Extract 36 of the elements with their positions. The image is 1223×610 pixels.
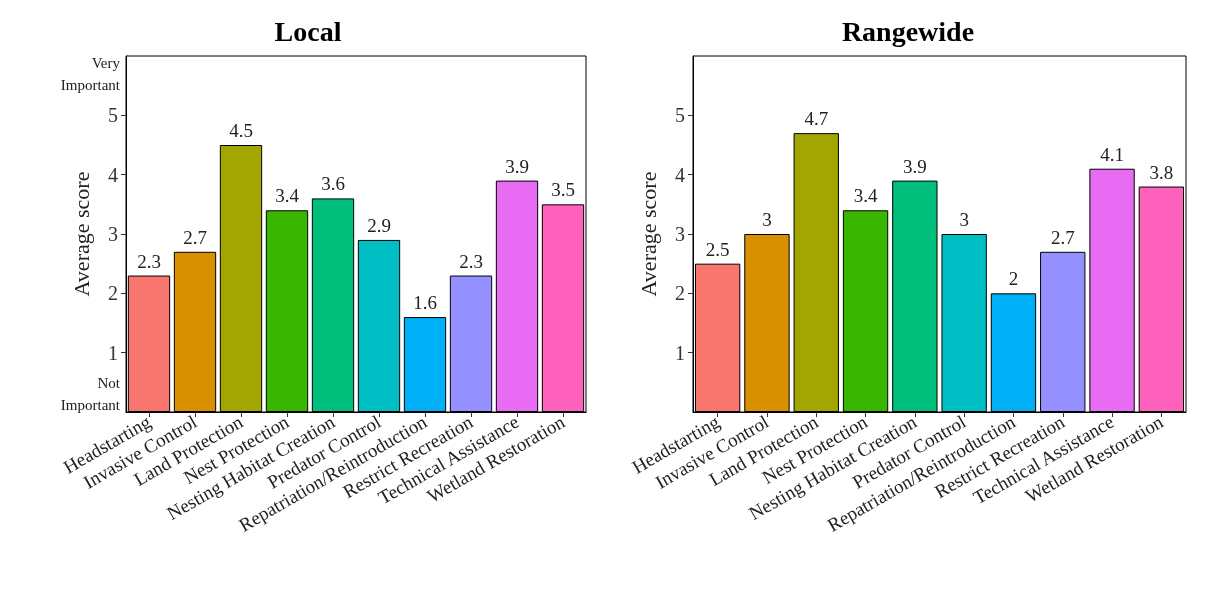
data-label: 3.4: [275, 185, 300, 207]
data-label: 3.5: [551, 179, 575, 201]
y-tick-label: 3: [675, 223, 685, 245]
data-label: 2.5: [705, 238, 730, 260]
y-tick-label: 3: [108, 223, 118, 245]
y-tick-label: 1: [675, 341, 685, 364]
data-label: 2.7: [1050, 226, 1075, 248]
data-label: 4.7: [804, 108, 829, 130]
chart-title: Rangewide: [841, 15, 975, 47]
data-label: 3.9: [902, 155, 927, 177]
data-label: 2.7: [183, 226, 207, 248]
data-label: 3.4: [853, 185, 878, 207]
data-label: 2: [1008, 268, 1019, 290]
data-label: 2.3: [137, 250, 161, 272]
y-tick-label: 2: [675, 282, 685, 305]
text: Very Important: [60, 54, 121, 93]
y-tick-label: 5: [108, 104, 118, 127]
data-label: 4.1: [1100, 143, 1124, 165]
data-label: 3: [959, 209, 969, 230]
data-label: 3.9: [505, 155, 529, 177]
data-label: 1.6: [413, 292, 437, 314]
y-axis-title: Average score: [68, 171, 94, 297]
data-label: 3.6: [321, 173, 345, 195]
data-label: 4.5: [229, 120, 253, 141]
y-tick-label: 2: [108, 282, 118, 305]
data-label: 3.8: [1149, 161, 1174, 183]
chart-title: Local: [274, 15, 342, 47]
y-tick-label: 4: [108, 163, 118, 186]
y-tick-label: 1: [108, 341, 118, 364]
text: Not Important: [60, 375, 121, 414]
y-tick-label: 5: [675, 104, 685, 127]
y-axis-title: Average score: [635, 171, 661, 297]
data-label: 2.3: [459, 250, 483, 272]
data-label: 2.9: [367, 214, 391, 236]
y-tick-label: 4: [675, 163, 685, 186]
data-label: 3: [762, 209, 772, 230]
